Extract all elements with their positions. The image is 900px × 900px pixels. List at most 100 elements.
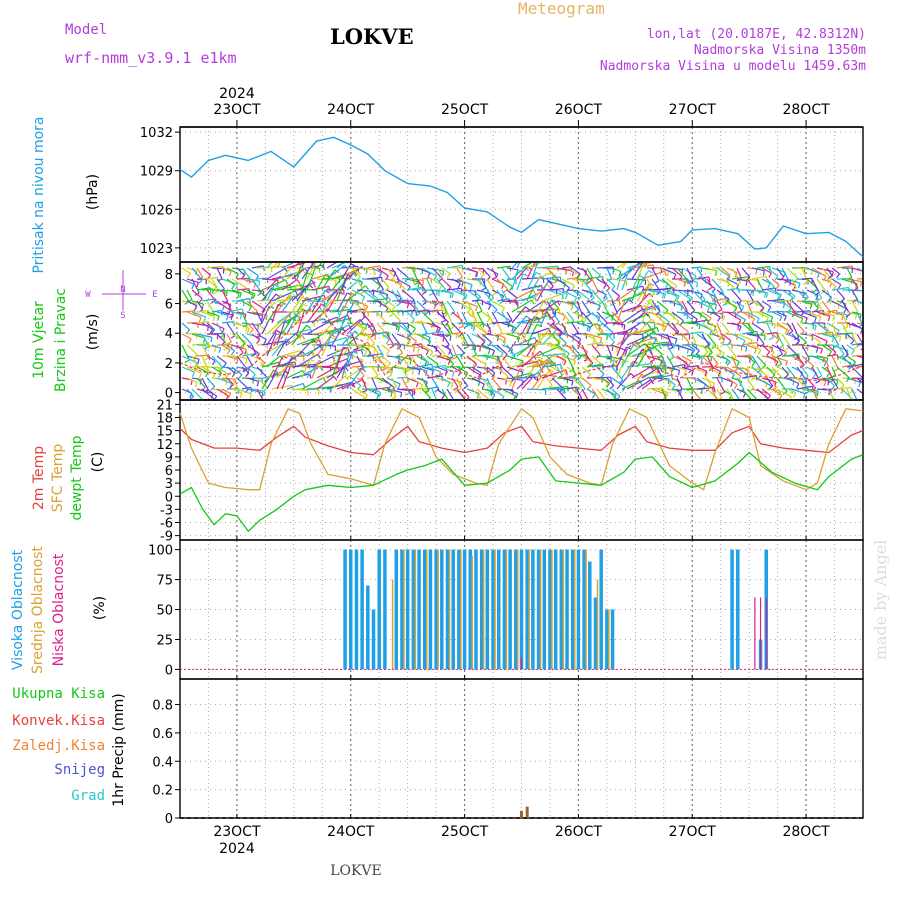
wind-barb: [391, 377, 397, 388]
wind-barb: [831, 333, 840, 346]
wind-barb-feather: [239, 392, 243, 398]
wind-barb-feather: [491, 375, 496, 381]
wind-barb: [496, 355, 503, 367]
wind-barb: [396, 333, 411, 340]
wind-barb-feather: [686, 348, 690, 354]
wind-barb-feather: [427, 272, 431, 278]
wind-barb-feather: [633, 326, 639, 331]
dewpt-axis-label: dewpt Temp: [69, 435, 85, 520]
wind-barb: [491, 344, 504, 354]
wind-barb: [781, 344, 788, 355]
wind-barb: [841, 311, 849, 328]
wind-barb-feather: [256, 353, 260, 359]
wind-barb: [856, 365, 863, 368]
wind-barb: [441, 311, 447, 321]
wind-barb: [691, 344, 700, 352]
wind-barb: [361, 311, 373, 325]
wind-barb: [406, 322, 416, 329]
wind-barb-feather: [844, 336, 850, 340]
wind-barb: [431, 333, 445, 338]
wind-barb-feather: [697, 275, 703, 280]
wind-barb-feather: [870, 310, 873, 314]
wind-barb: [396, 300, 409, 305]
wind-barb: [846, 278, 862, 283]
wind-barb-feather: [665, 392, 669, 398]
wind-barb: [606, 311, 618, 323]
cloud-bar-0: [542, 549, 547, 670]
wind-barb-feather: [709, 330, 713, 336]
wind-barb: [231, 355, 248, 359]
wind-barb-feather: [571, 380, 574, 386]
wind-barb: [256, 333, 267, 341]
cloud-bar-0: [343, 549, 347, 670]
wind-barb: [526, 388, 546, 391]
wind-barb: [251, 311, 268, 316]
wind-barb-feather: [778, 394, 783, 400]
wind-barb: [236, 267, 246, 276]
wind-barb: [611, 311, 622, 322]
wind-barb: [441, 333, 450, 346]
wind-barb: [536, 265, 558, 269]
wind-barb-feather: [422, 301, 428, 306]
wind-barb: [541, 385, 568, 390]
wind-barb-feather: [417, 282, 420, 288]
wind-barb-feather: [307, 252, 312, 254]
wind-barb-feather: [188, 338, 192, 344]
wind-barb-feather: [411, 401, 415, 404]
wind-barb-feather: [405, 340, 411, 346]
wind-barb: [691, 311, 702, 314]
wind-barb: [216, 355, 227, 364]
wind-barb-feather: [853, 346, 859, 350]
wind-barb: [791, 333, 800, 342]
wind-barb-feather: [751, 318, 756, 324]
wind-barb: [216, 311, 229, 316]
wind-barb: [181, 267, 191, 274]
wind-barb-feather: [762, 270, 765, 276]
wind-barb: [511, 372, 532, 379]
wind-barb-feather: [451, 372, 455, 378]
cloud-bar-1: [528, 549, 530, 670]
wind-barb-feather: [865, 305, 867, 310]
wind-barb: [481, 333, 492, 343]
wind-barb-feather: [876, 294, 877, 299]
wind-barb: [226, 333, 232, 343]
wind-barb: [746, 278, 756, 290]
wind-barb: [611, 322, 625, 326]
wind-barb: [231, 333, 247, 343]
wind-barb: [661, 333, 678, 340]
wind-barb: [856, 300, 863, 305]
wind-barb-feather: [511, 326, 514, 332]
wind-barb-feather: [472, 363, 478, 369]
wind-barb-feather: [827, 296, 832, 302]
wind-barb: [676, 377, 683, 390]
wind-barb: [476, 354, 487, 357]
wind-barb-feather: [550, 326, 556, 331]
wind-barb: [836, 289, 845, 300]
wind-barb: [721, 355, 731, 362]
wind-barb: [856, 322, 863, 326]
wind-barb: [351, 322, 364, 329]
wind-barb-feather: [364, 285, 369, 290]
wind-barb: [406, 388, 416, 400]
wind-barb: [641, 283, 650, 302]
wind-barb: [371, 310, 382, 313]
wind-barb: [471, 333, 486, 341]
wind-barb: [496, 344, 508, 355]
wind-barb-feather: [360, 359, 364, 365]
wind-barb: [846, 377, 861, 383]
wind-barb: [376, 386, 389, 390]
cloud-bar-1: [482, 549, 485, 670]
wind-barb-feather: [397, 352, 403, 357]
wind-barb: [406, 278, 420, 283]
wind-barb-feather: [336, 349, 342, 352]
wind-barb-feather: [555, 342, 560, 347]
wind-barb: [351, 267, 361, 278]
wind-barb: [811, 333, 828, 342]
wind-barb: [591, 289, 603, 303]
cloud-bar-0: [491, 549, 495, 670]
wind-barb: [651, 289, 666, 295]
wind-barb: [366, 289, 379, 300]
wind-barb: [846, 267, 853, 278]
wind-barb-feather: [260, 315, 264, 321]
wind-barb: [681, 333, 690, 344]
